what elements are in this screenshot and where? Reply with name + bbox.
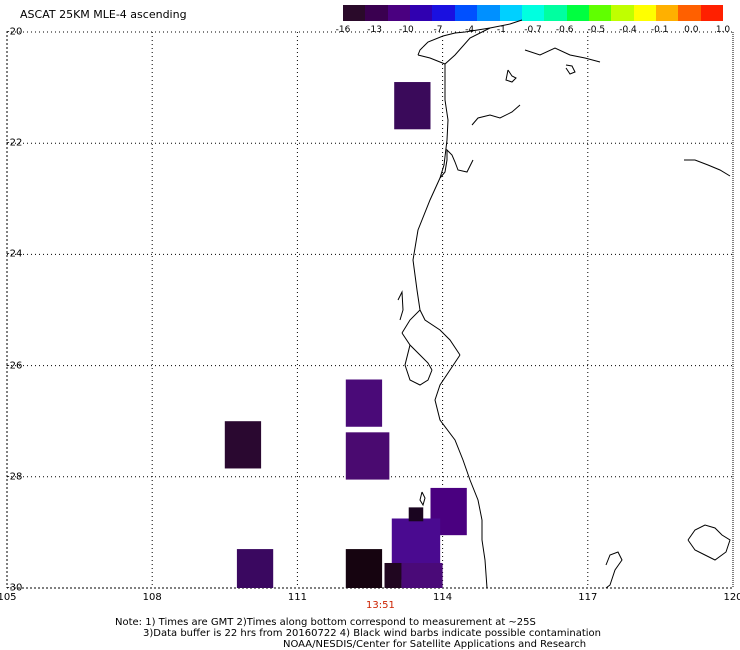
wind-data-cell <box>408 507 424 522</box>
coastline <box>397 19 731 589</box>
colorbar-segment <box>521 5 545 21</box>
latitude-tick-label: -24 <box>6 248 23 260</box>
longitude-tick-label: 114 <box>433 592 453 603</box>
wind-data-cell <box>345 379 383 427</box>
grid-lines <box>6 31 734 589</box>
colorbar-segment <box>678 5 701 21</box>
colorbar-label: 1.0 <box>715 25 731 35</box>
colorbar-label: -0.5 <box>587 25 606 35</box>
colorbar-label: 0.0 <box>684 25 699 35</box>
latitude-tick-label: -20 <box>6 26 23 38</box>
colorbar-segment <box>343 5 366 21</box>
data-cells <box>224 82 467 588</box>
colorbar <box>343 5 724 21</box>
map-title: ASCAT 25KM MLE-4 ascending <box>20 8 187 21</box>
colorbar-segment <box>633 5 657 21</box>
longitude-tick-label: 120 <box>723 592 740 603</box>
wind-data-cell <box>384 562 402 588</box>
colorbar-label: -7 <box>433 25 443 35</box>
plot-frame <box>6 31 734 589</box>
colorbar-label: -0.6 <box>555 25 574 35</box>
colorbar-segment <box>410 5 433 21</box>
wind-data-cell <box>394 82 431 130</box>
colorbar-segment <box>611 5 634 21</box>
colorbar-label: -13 <box>367 25 383 35</box>
longitude-tick-label: 111 <box>287 592 307 603</box>
note-line-3: NOAA/NESDIS/Center for Satellite Applica… <box>283 639 587 650</box>
colorbar-segment <box>700 5 724 21</box>
latitude-tick-label: -26 <box>6 360 23 372</box>
colorbar-segment <box>588 5 612 21</box>
latitude-tick-label: -28 <box>6 471 23 483</box>
colorbar-label: -0.1 <box>650 25 669 35</box>
latitude-tick-label: -30 <box>6 582 23 594</box>
colorbar-label: -0.4 <box>619 25 637 35</box>
colorbar-segment <box>387 5 411 21</box>
colorbar-segment <box>656 5 679 21</box>
longitude-tick-label: 117 <box>578 592 598 603</box>
colorbar-label: -1 <box>496 25 506 35</box>
wind-data-cell <box>236 549 274 588</box>
colorbar-label: -10 <box>398 25 414 35</box>
colorbar-label: -4 <box>465 25 475 35</box>
colorbar-segment <box>477 5 500 21</box>
time-label: 13:51 <box>366 600 395 611</box>
colorbar-segment <box>432 5 455 21</box>
longitude-tick-label: 108 <box>142 592 162 603</box>
wind-data-cell <box>224 421 262 469</box>
colorbar-label: -0.7 <box>524 25 542 35</box>
longitude-tick-label: 105 <box>0 592 17 603</box>
colorbar-segment <box>365 5 388 21</box>
wind-data-cell <box>345 432 390 480</box>
colorbar-segment <box>566 5 589 21</box>
wind-data-cell <box>401 562 443 588</box>
colorbar-segment <box>454 5 478 21</box>
wind-data-cell <box>345 549 383 588</box>
colorbar-segment <box>544 5 567 21</box>
note-line-2: 3)Data buffer is 22 hrs from 20160722 4)… <box>143 628 601 639</box>
note-line-1: Note: 1) Times are GMT 2)Times along bot… <box>115 617 536 628</box>
colorbar-segment <box>499 5 522 21</box>
latitude-tick-label: -22 <box>6 137 23 149</box>
colorbar-label: -16 <box>335 25 351 35</box>
